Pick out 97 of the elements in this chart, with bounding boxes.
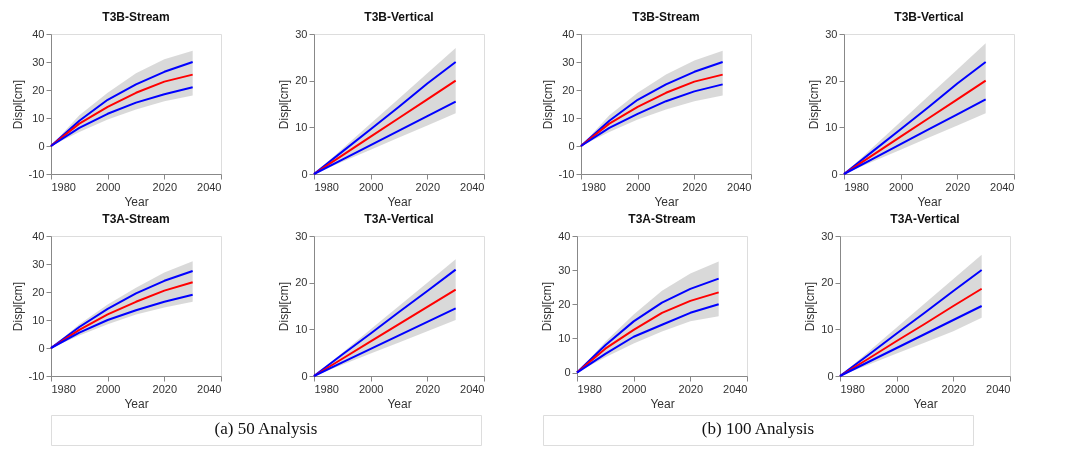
x-tick-label: 2000	[358, 382, 384, 395]
x-tick-label: 2020	[152, 382, 178, 395]
chart-title: T3B-Vertical	[894, 10, 964, 24]
y-tick-label: 20	[295, 276, 308, 289]
x-tick-label: 1980	[51, 382, 76, 395]
y-tick-label: -10	[28, 167, 45, 180]
y-axis-title: Displ[cm]	[10, 281, 25, 332]
x-tick-label: 2000	[621, 382, 647, 395]
y-tick-label: 20	[32, 83, 45, 96]
y-tick-label: 20	[32, 285, 45, 298]
y-tick-label: 20	[558, 297, 571, 310]
x-tick-label: 2000	[888, 180, 914, 193]
y-tick-label: 40	[32, 229, 45, 242]
chart-title: T3B-Stream	[632, 10, 700, 24]
y-tick-label: 20	[821, 276, 834, 289]
x-tick-label: 2020	[941, 382, 967, 395]
x-axis-title: Year	[124, 396, 149, 411]
y-tick-label: 30	[32, 55, 45, 68]
x-tick-label: 2020	[678, 382, 704, 395]
y-tick-label: 10	[295, 322, 308, 335]
x-tick-label: 2000	[884, 382, 910, 395]
y-tick-label: 30	[295, 229, 308, 242]
chart-title: T3B-Stream	[102, 10, 170, 24]
x-tick-label: 2000	[625, 180, 651, 193]
y-tick-label: 0	[827, 369, 834, 382]
y-axis-title: Displ[cm]	[540, 79, 555, 130]
x-tick-label: 1980	[844, 180, 869, 193]
y-tick-label: 20	[562, 83, 575, 96]
x-axis-title: Year	[650, 396, 675, 411]
chart-title: T3B-Vertical	[364, 10, 434, 24]
y-tick-label: 30	[821, 229, 834, 242]
x-tick-label: 2020	[415, 382, 441, 395]
y-tick-label: 0	[568, 139, 575, 152]
chart-title: T3A-Vertical	[890, 212, 960, 226]
y-tick-label: 0	[301, 369, 308, 382]
y-tick-label: -10	[28, 369, 45, 382]
x-axis-title: Year	[654, 194, 679, 209]
y-axis-title: Displ[cm]	[277, 281, 292, 332]
y-tick-label: 0	[564, 366, 571, 379]
text: (b) 100 Analysis	[701, 419, 815, 438]
y-tick-label: 10	[562, 111, 575, 124]
x-tick-label: 2040	[197, 382, 222, 395]
x-axis-title: Year	[387, 194, 412, 209]
y-tick-label: 20	[295, 74, 308, 87]
y-tick-label: 0	[38, 341, 45, 354]
y-axis-title: Displ[cm]	[10, 79, 25, 130]
y-tick-label: 40	[562, 27, 575, 40]
x-tick-label: 2040	[197, 180, 222, 193]
x-tick-label: 1980	[51, 180, 76, 193]
x-axis-title: Year	[387, 396, 412, 411]
y-axis-title: Displ[cm]	[803, 281, 818, 332]
x-tick-label: 2000	[95, 382, 121, 395]
x-tick-label: 2020	[415, 180, 441, 193]
x-tick-label: 1980	[314, 382, 339, 395]
x-tick-label: 1980	[581, 180, 606, 193]
chart-title: T3A-Stream	[102, 212, 170, 226]
y-tick-label: 10	[821, 322, 834, 335]
x-axis-title: Year	[917, 194, 942, 209]
x-tick-label: 2000	[358, 180, 384, 193]
y-tick-label: 40	[558, 229, 571, 242]
text: (a) 50 Analysis	[214, 419, 318, 438]
y-tick-label: 10	[295, 120, 308, 133]
x-tick-label: 2020	[152, 180, 178, 193]
x-tick-label: 2040	[723, 382, 748, 395]
chart-title: T3A-Vertical	[364, 212, 434, 226]
x-tick-label: 2020	[682, 180, 708, 193]
x-tick-label: 2020	[945, 180, 971, 193]
x-axis-title: Year	[913, 396, 938, 411]
chart-title: T3A-Stream	[628, 212, 696, 226]
y-tick-label: 30	[825, 27, 838, 40]
x-tick-label: 1980	[314, 180, 339, 193]
y-tick-label: 0	[38, 139, 45, 152]
y-tick-label: 10	[32, 111, 45, 124]
y-tick-label: 10	[825, 120, 838, 133]
y-axis-title: Displ[cm]	[540, 281, 555, 332]
x-tick-label: 1980	[577, 382, 602, 395]
x-axis-title: Year	[124, 194, 149, 209]
y-axis-title: Displ[cm]	[277, 79, 292, 130]
y-tick-label: -10	[558, 167, 575, 180]
y-tick-label: 0	[831, 167, 838, 180]
y-tick-label: 20	[825, 74, 838, 87]
y-tick-label: 40	[32, 27, 45, 40]
x-tick-label: 2000	[95, 180, 121, 193]
x-tick-label: 2040	[460, 180, 485, 193]
x-tick-label: 2040	[460, 382, 485, 395]
x-tick-label: 2040	[727, 180, 752, 193]
x-tick-label: 2040	[990, 180, 1015, 193]
y-tick-label: 0	[301, 167, 308, 180]
x-tick-label: 1980	[840, 382, 865, 395]
y-axis-title: Displ[cm]	[807, 79, 822, 130]
y-tick-label: 10	[558, 331, 571, 344]
y-tick-label: 30	[32, 257, 45, 270]
x-tick-label: 2040	[986, 382, 1011, 395]
y-tick-label: 10	[32, 313, 45, 326]
y-tick-label: 30	[295, 27, 308, 40]
y-tick-label: 30	[562, 55, 575, 68]
y-tick-label: 30	[558, 263, 571, 276]
